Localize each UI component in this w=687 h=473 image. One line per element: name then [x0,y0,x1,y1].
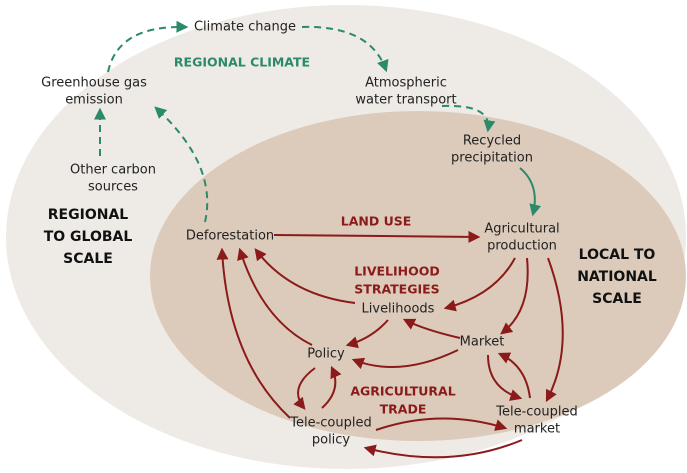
node-label: sources [88,180,138,195]
node-label: Livelihoods [362,302,435,317]
node-label: Tele-coupled [495,405,578,420]
node-label: precipitation [451,151,533,166]
node-label: Tele-coupled [289,416,372,431]
node-label: Agricultural [484,222,559,237]
scale-label: SCALE [63,251,113,267]
node-label: Atmospheric [365,76,447,91]
scale-label: TO GLOBAL [44,229,133,245]
node-label: Other carbon [70,163,156,178]
node-label: Deforestation [186,229,274,244]
scale-label: REGIONAL [48,207,128,223]
node-label: emission [65,93,123,108]
scale-label: SCALE [592,291,642,307]
node-label: Policy [307,347,345,362]
node-label: policy [312,433,351,448]
node-label: Greenhouse gas [41,76,147,91]
node-label: production [487,239,557,254]
node-label: Market [460,335,505,350]
theme-label: REGIONAL CLIMATE [174,55,310,70]
theme-label: AGRICULTURAL [350,384,455,399]
system-arrows [216,230,564,459]
climate-arrows [94,20,542,223]
scale-label: LOCAL TO [579,247,656,263]
theme-label: STRATEGIES [354,282,439,297]
theme-label: TRADE [380,402,427,417]
theme-label: LIVELIHOOD [354,264,440,279]
node-label: Recycled [463,134,521,149]
node-label: water transport [355,93,456,108]
inner-region [150,111,686,441]
node-label: market [514,422,560,437]
scale-label: NATIONAL [577,269,657,285]
labels: Climate change Greenhouse gas emission Atmo… [41,20,657,448]
node-label: Climate change [194,20,296,35]
theme-label: LAND USE [341,214,412,229]
